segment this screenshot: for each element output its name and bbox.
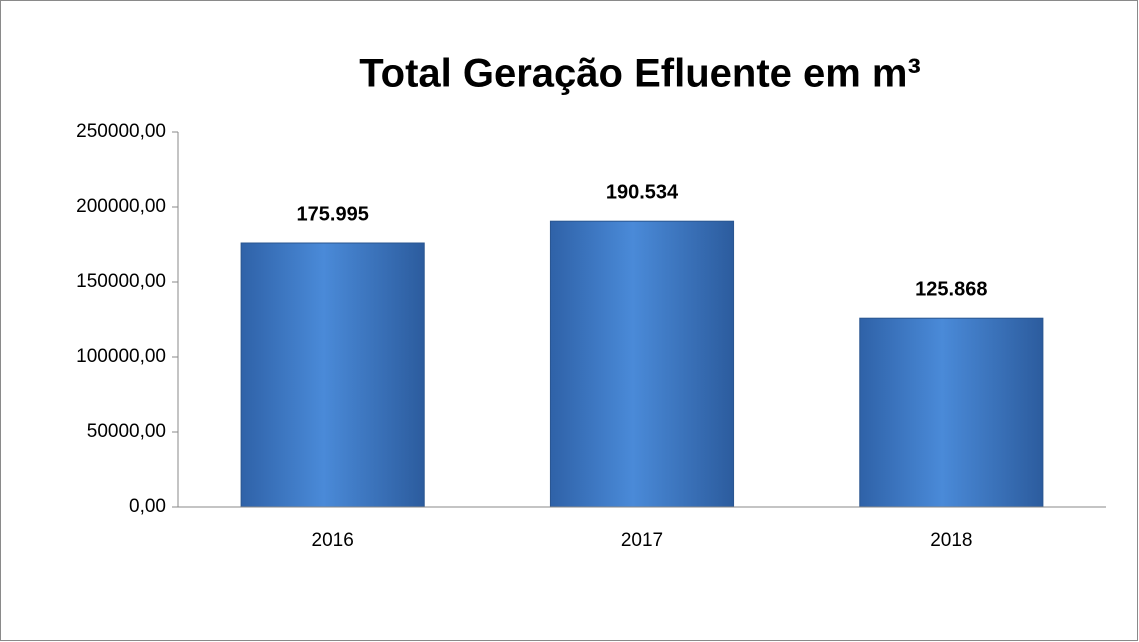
chart-title: Total Geração Efluente em m³ <box>359 52 921 96</box>
bar <box>549 220 735 508</box>
value-label: 175.995 <box>297 203 369 225</box>
y-tick-label: 50000,00 <box>87 421 166 442</box>
y-tick-label: 150000,00 <box>76 271 166 292</box>
bar <box>859 317 1044 508</box>
bar <box>240 242 425 508</box>
x-tick-label: 2017 <box>621 530 663 551</box>
value-label: 125.868 <box>915 278 987 300</box>
x-tick-label: 2018 <box>930 530 972 551</box>
y-tick-label: 200000,00 <box>76 196 166 217</box>
value-label: 190.534 <box>606 181 679 203</box>
x-tick-label: 2016 <box>312 530 354 551</box>
y-tick-label: 100000,00 <box>76 346 166 367</box>
y-tick-label: 0,00 <box>129 496 166 517</box>
y-tick-label: 250000,00 <box>76 121 166 142</box>
